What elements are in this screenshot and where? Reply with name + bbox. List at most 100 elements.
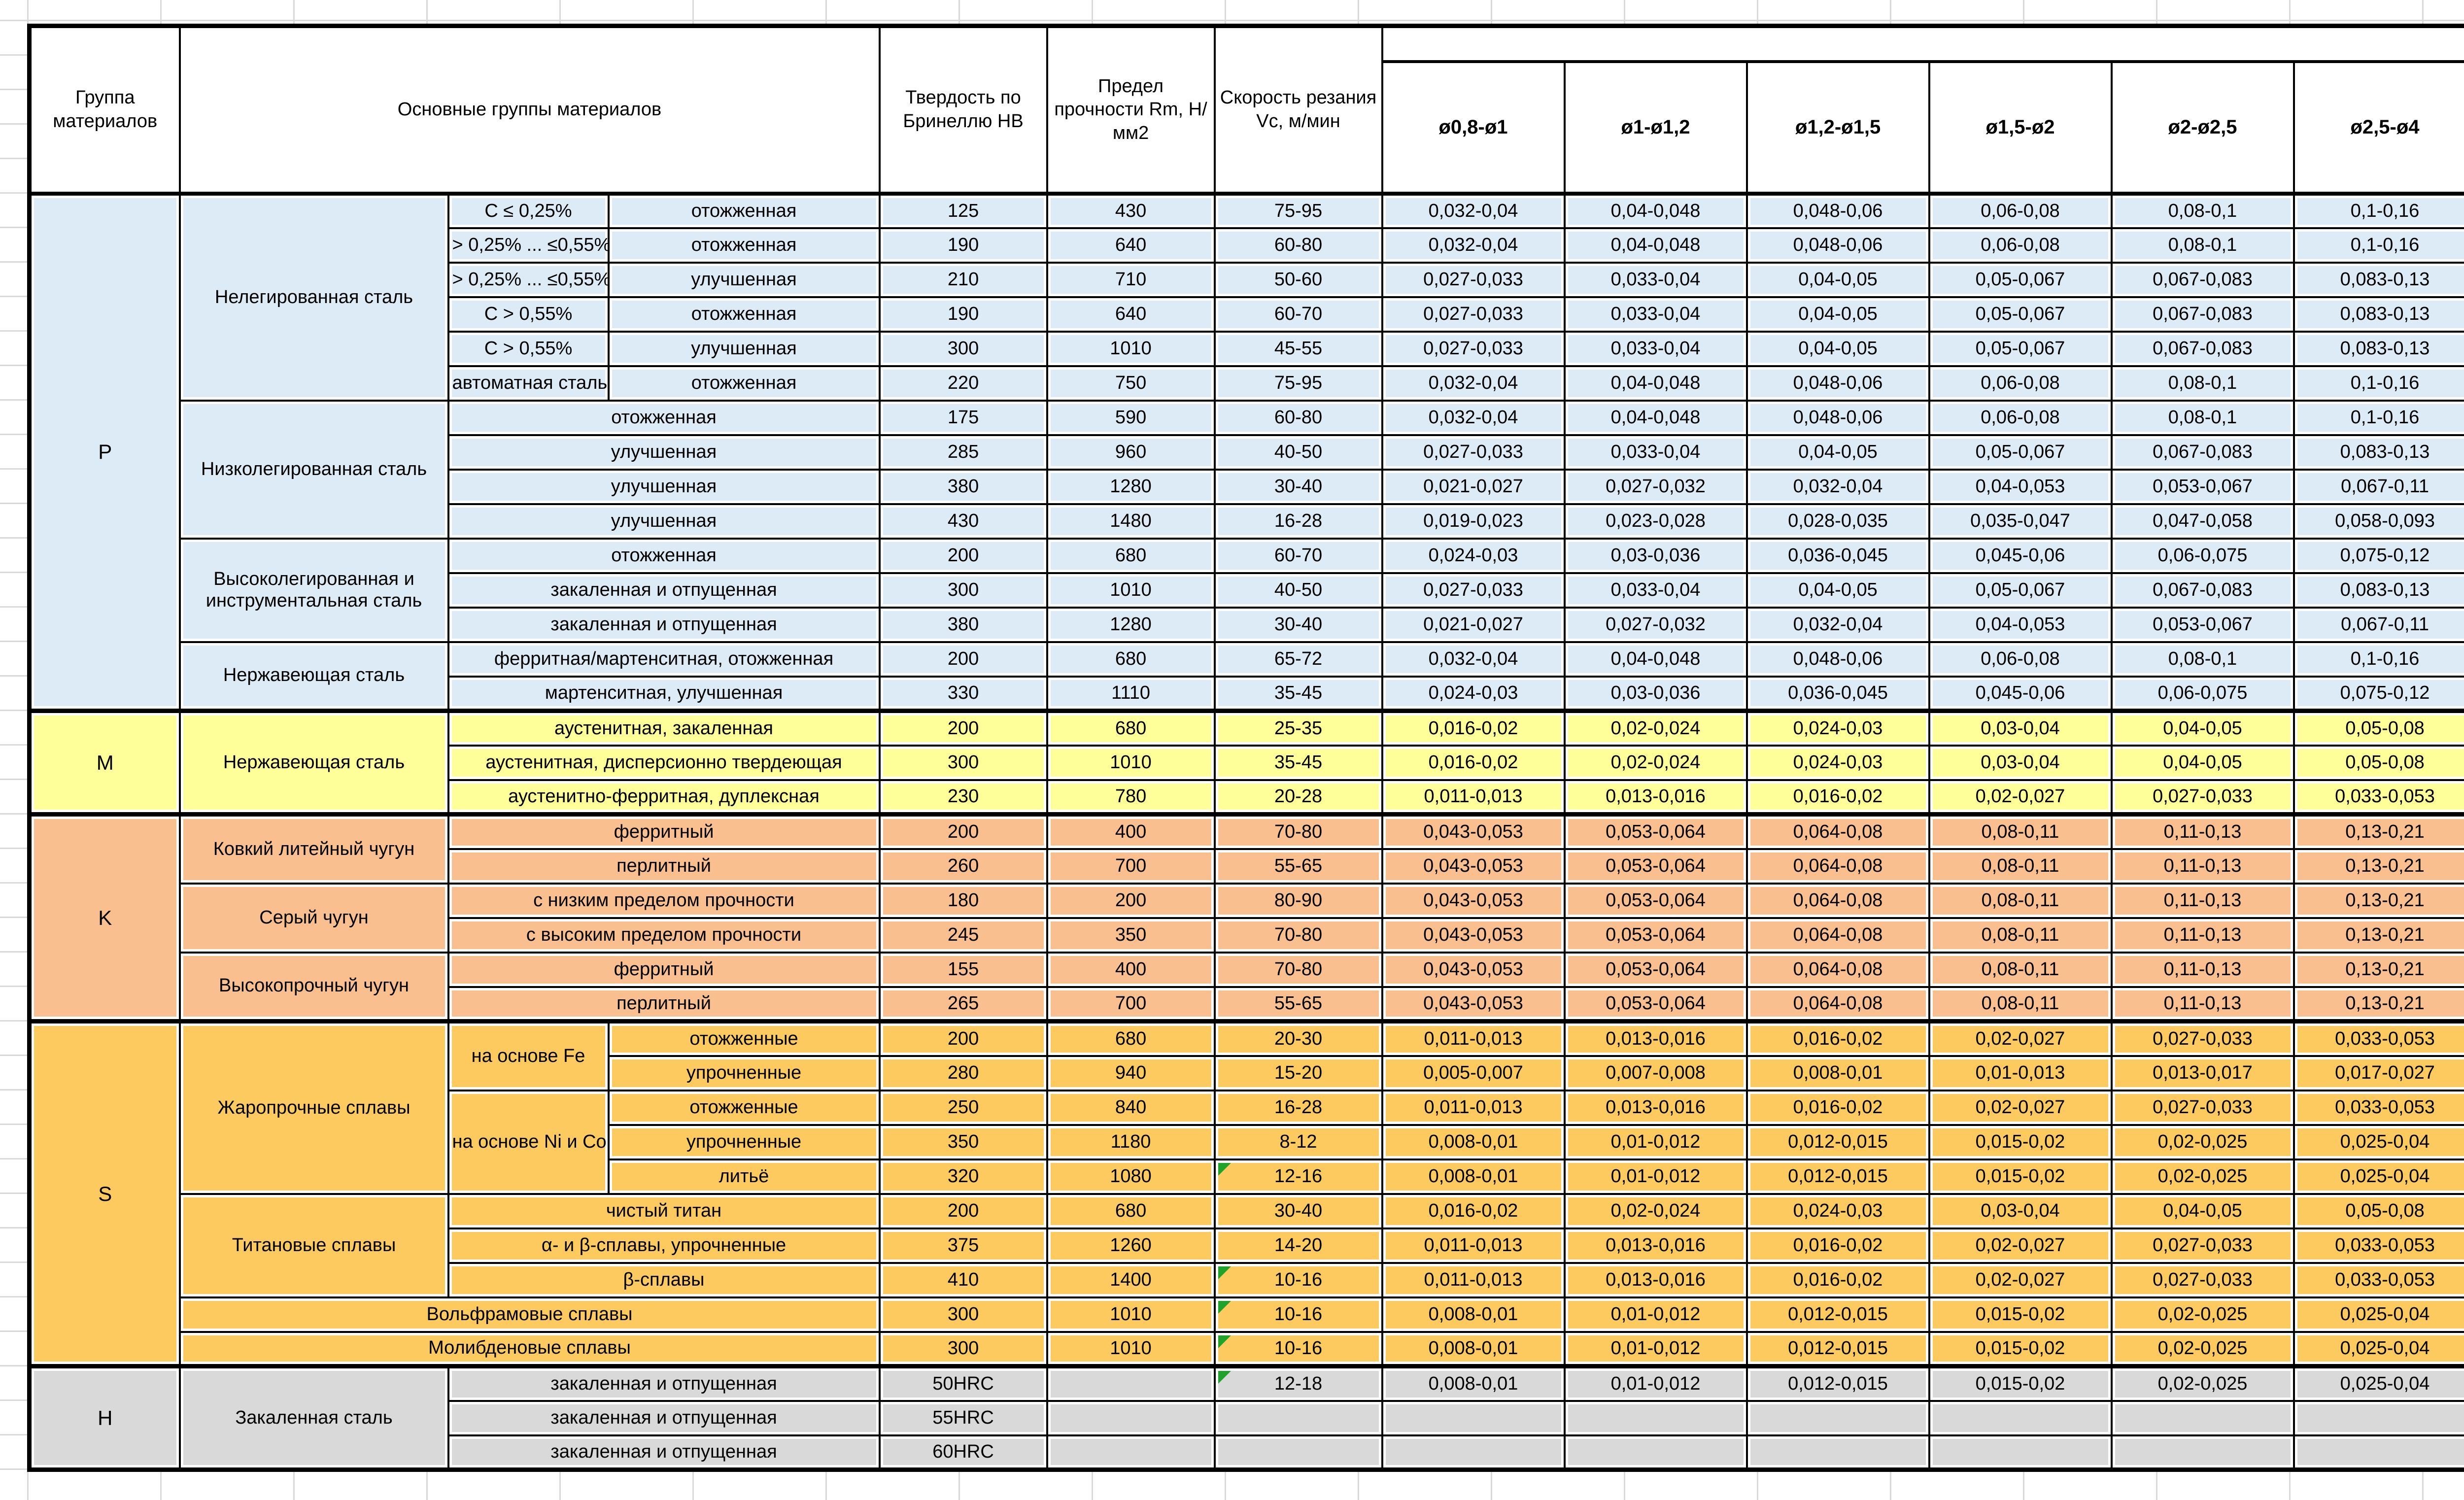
header-col-hb[interactable]: Твердость по Бринеллю HB (878, 25, 1048, 196)
feed-cell[interactable]: 0,02-0,024 (1563, 744, 1748, 781)
hb-cell[interactable]: 250 (878, 1089, 1048, 1126)
hb-cell[interactable]: 300 (878, 1296, 1048, 1333)
feed-cell[interactable]: 0,04-0,048 (1563, 399, 1748, 436)
feed-cell[interactable]: 0,06-0,08 (1928, 227, 2113, 264)
material-cell[interactable]: мартенситная, улучшенная (447, 675, 881, 712)
feed-cell[interactable]: 0,04-0,05 (1745, 434, 1930, 471)
feed-cell[interactable]: 0,016-0,02 (1745, 1019, 1930, 1057)
header-feed-col-2[interactable]: ø1,2-ø1,5 (1745, 60, 1930, 196)
material-cell[interactable]: отожженная (607, 365, 881, 402)
feed-cell[interactable]: 0,045-0,06 (1928, 537, 2113, 574)
feed-cell[interactable]: 0,067-0,11 (2293, 606, 2464, 643)
header-feed-col-4[interactable]: ø2-ø2,5 (2110, 60, 2295, 196)
header-feed-col-1[interactable]: ø1-ø1,2 (1563, 60, 1748, 196)
feed-cell[interactable]: 0,016-0,02 (1381, 744, 1566, 781)
feed-cell[interactable]: 0,011-0,013 (1381, 1227, 1566, 1264)
feed-cell[interactable]: 0,03-0,04 (1928, 709, 2113, 747)
vc-cell[interactable]: 30-40 (1213, 1193, 1383, 1229)
rm-cell[interactable]: 680 (1046, 1019, 1216, 1057)
feed-cell[interactable] (1745, 1434, 1930, 1471)
vc-cell[interactable]: 60-80 (1213, 399, 1383, 436)
feed-cell[interactable] (1381, 1399, 1566, 1436)
feed-cell[interactable]: 0,033-0,053 (2293, 1089, 2464, 1126)
hb-cell[interactable]: 320 (878, 1158, 1048, 1195)
feed-cell[interactable]: 0,008-0,01 (1381, 1296, 1566, 1333)
feed-cell[interactable]: 0,11-0,13 (2110, 848, 2295, 885)
feed-cell[interactable]: 0,08-0,1 (2110, 227, 2295, 264)
material-cell[interactable]: закаленная и отпущенная (447, 572, 881, 609)
feed-cell[interactable]: 0,036-0,045 (1745, 537, 1930, 574)
feed-cell[interactable]: 0,027-0,033 (1381, 330, 1566, 367)
feed-cell[interactable]: 0,02-0,025 (2110, 1296, 2295, 1333)
vc-cell[interactable]: 70-80 (1213, 812, 1383, 850)
material-cell[interactable]: Ковкий литейный чугун (178, 812, 449, 885)
feed-cell[interactable]: 0,064-0,08 (1745, 848, 1930, 885)
vc-cell[interactable]: 15-20 (1213, 1055, 1383, 1091)
feed-cell[interactable]: 0,025-0,04 (2293, 1124, 2464, 1160)
vc-cell[interactable]: 70-80 (1213, 917, 1383, 954)
header-feed-col-3[interactable]: ø1,5-ø2 (1928, 60, 2113, 196)
material-cell[interactable]: литьё (607, 1158, 881, 1195)
rm-cell[interactable]: 1010 (1046, 744, 1216, 781)
feed-cell[interactable]: 0,016-0,02 (1381, 709, 1566, 747)
hb-cell[interactable]: 175 (878, 399, 1048, 436)
feed-cell[interactable]: 0,05-0,067 (1928, 434, 2113, 471)
rm-cell[interactable]: 1480 (1046, 503, 1216, 540)
feed-cell[interactable]: 0,013-0,016 (1563, 1089, 1748, 1126)
feed-cell[interactable]: 0,045-0,06 (1928, 675, 2113, 712)
feed-cell[interactable]: 0,08-0,1 (2110, 192, 2295, 229)
rm-cell[interactable]: 1260 (1046, 1227, 1216, 1264)
feed-cell[interactable]: 0,025-0,04 (2293, 1158, 2464, 1195)
vc-cell-with-error-indicator[interactable]: 12-16 (1213, 1158, 1383, 1195)
vc-cell[interactable]: 55-65 (1213, 986, 1383, 1023)
vc-cell-with-error-indicator[interactable]: 10-16 (1213, 1330, 1383, 1367)
feed-cell[interactable]: 0,053-0,064 (1563, 848, 1748, 885)
feed-cell[interactable]: 0,013-0,016 (1563, 1227, 1748, 1264)
feed-cell[interactable] (1928, 1399, 2113, 1436)
material-cell[interactable]: улучшенная (447, 468, 881, 505)
feed-cell[interactable] (1745, 1399, 1930, 1436)
material-cell[interactable]: на основе Ni и Co (447, 1089, 610, 1195)
feed-cell[interactable]: 0,053-0,064 (1563, 882, 1748, 919)
material-cell[interactable]: С > 0,55% (447, 330, 610, 367)
material-cell[interactable]: отожженная (447, 399, 881, 436)
rm-cell[interactable]: 1280 (1046, 606, 1216, 643)
vc-cell[interactable]: 50-60 (1213, 261, 1383, 298)
hb-cell[interactable]: 260 (878, 848, 1048, 885)
vc-cell[interactable]: 35-45 (1213, 675, 1383, 712)
feed-cell[interactable]: 0,043-0,053 (1381, 848, 1566, 885)
feed-cell[interactable]: 0,067-0,083 (2110, 296, 2295, 333)
material-cell[interactable]: аустенитно-ферритная, дуплексная (447, 779, 881, 816)
rm-cell[interactable]: 750 (1046, 365, 1216, 402)
hb-cell[interactable]: 200 (878, 641, 1048, 678)
rm-cell[interactable]: 640 (1046, 227, 1216, 264)
feed-cell[interactable]: 0,027-0,033 (2110, 779, 2295, 816)
hb-cell[interactable]: 300 (878, 744, 1048, 781)
feed-cell[interactable]: 0,04-0,048 (1563, 365, 1748, 402)
feed-cell[interactable]: 0,012-0,015 (1745, 1158, 1930, 1195)
rm-cell[interactable]: 1280 (1046, 468, 1216, 505)
feed-cell[interactable]: 0,08-0,1 (2110, 365, 2295, 402)
feed-cell[interactable]: 0,043-0,053 (1381, 917, 1566, 954)
vc-cell[interactable]: 30-40 (1213, 468, 1383, 505)
feed-cell[interactable]: 0,025-0,04 (2293, 1364, 2464, 1402)
material-cell[interactable]: Нержавеющая сталь (178, 641, 449, 712)
vc-cell[interactable]: 30-40 (1213, 606, 1383, 643)
feed-cell[interactable]: 0,033-0,053 (2293, 1227, 2464, 1264)
feed-cell[interactable] (2110, 1434, 2295, 1471)
feed-cell[interactable]: 0,033-0,04 (1563, 261, 1748, 298)
feed-cell[interactable]: 0,027-0,033 (2110, 1019, 2295, 1057)
feed-cell[interactable]: 0,011-0,013 (1381, 779, 1566, 816)
feed-cell[interactable]: 0,11-0,13 (2110, 812, 2295, 850)
feed-cell[interactable]: 0,05-0,08 (2293, 744, 2464, 781)
rm-cell[interactable]: 1400 (1046, 1261, 1216, 1298)
rm-cell[interactable]: 700 (1046, 848, 1216, 885)
feed-cell[interactable]: 0,08-0,11 (1928, 848, 2113, 885)
feed-cell[interactable]: 0,019-0,023 (1381, 503, 1566, 540)
feed-cell[interactable]: 0,02-0,027 (1928, 1019, 2113, 1057)
feed-cell[interactable]: 0,048-0,06 (1745, 192, 1930, 229)
vc-cell-with-error-indicator[interactable]: 12-18 (1213, 1364, 1383, 1402)
feed-cell[interactable]: 0,005-0,007 (1381, 1055, 1566, 1091)
hb-cell[interactable]: 200 (878, 812, 1048, 850)
feed-cell[interactable]: 0,027-0,033 (2110, 1089, 2295, 1126)
